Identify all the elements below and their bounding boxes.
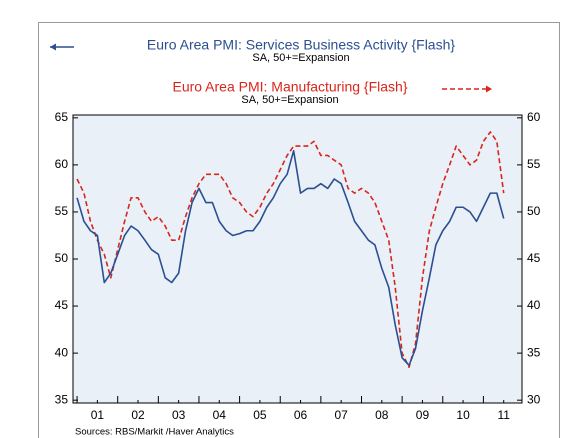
x-tick-label: 05: [253, 408, 267, 422]
legend-arrow-head: [50, 43, 56, 51]
x-tick-label: 03: [172, 408, 186, 422]
y2-tick-label: 50: [527, 204, 541, 218]
y-tick-label: 60: [55, 157, 69, 171]
y2-tick-label: 35: [527, 345, 541, 359]
legend-arrow-head: [486, 85, 492, 93]
y2-tick-label: 45: [527, 251, 541, 265]
x-tick-label: 01: [91, 408, 105, 422]
x-tick-label: 09: [416, 408, 430, 422]
source: Sources: RBS/Markit /Haver Analytics: [75, 427, 234, 438]
legend-title: Euro Area PMI: Manufacturing {Flash}: [172, 79, 407, 95]
x-tick-label: 02: [131, 408, 145, 422]
y2-tick-label: 40: [527, 298, 541, 312]
x-tick-label: 08: [375, 408, 389, 422]
y-tick-label: 40: [55, 345, 69, 359]
legend-title: Euro Area PMI: Services Business Activit…: [147, 37, 455, 53]
y2-tick-label: 55: [527, 157, 541, 171]
y-tick-label: 55: [55, 204, 69, 218]
series-line: [76, 131, 505, 369]
y2-tick-label: 60: [527, 110, 541, 124]
x-tick-label: 11: [497, 408, 510, 422]
legend-subtitle: SA, 50+=Expansion: [252, 52, 349, 64]
x-tick-label: 06: [294, 408, 308, 422]
x-tick-label: 04: [213, 408, 227, 422]
series-line: [76, 149, 505, 367]
plot-area: [72, 114, 523, 404]
y-tick-label: 50: [55, 251, 69, 265]
legend-subtitle: SA, 50+=Expansion: [241, 94, 338, 106]
x-tick-label: 07: [335, 408, 349, 422]
x-tick-label: 10: [456, 408, 470, 422]
y-tick-label: 45: [55, 298, 69, 312]
y2-tick-label: 30: [527, 392, 541, 406]
y-tick-label: 65: [55, 110, 69, 124]
y-tick-label: 35: [55, 392, 69, 406]
